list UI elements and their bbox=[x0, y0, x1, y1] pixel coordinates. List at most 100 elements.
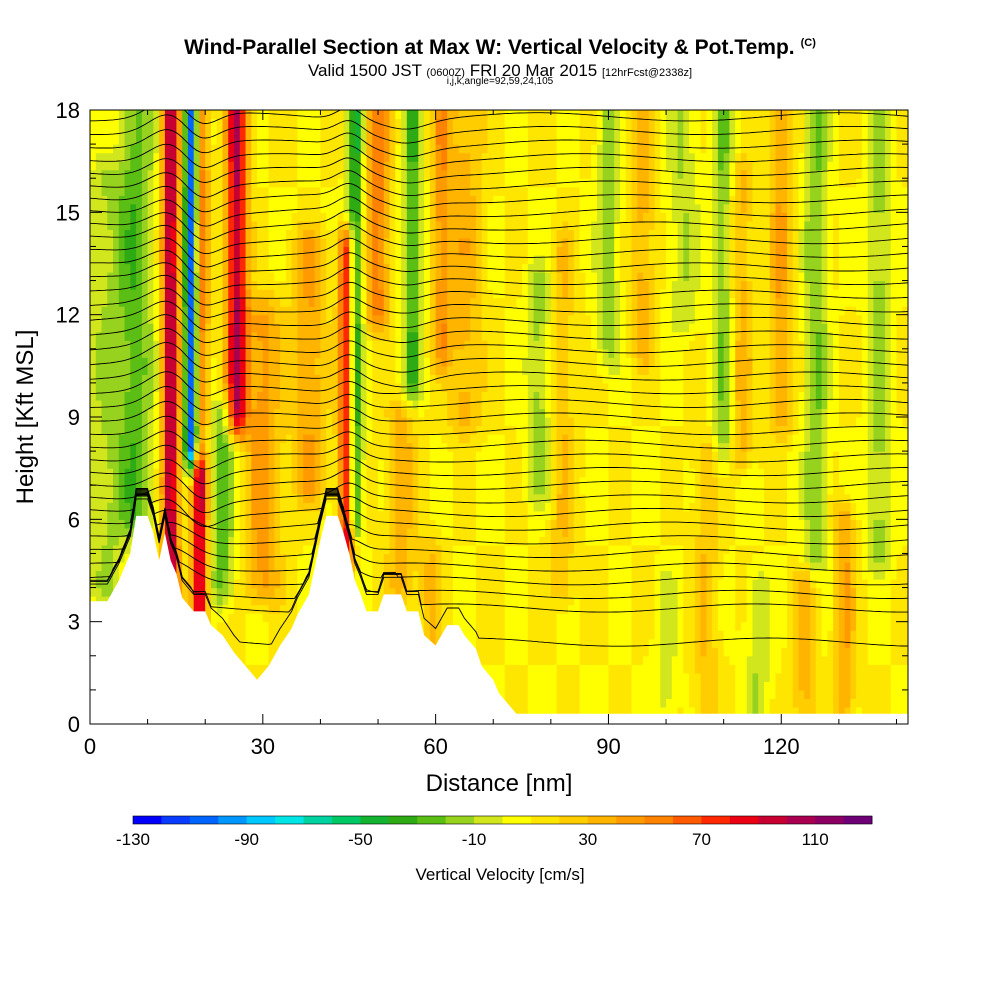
field-cell bbox=[320, 220, 327, 230]
field-cell bbox=[205, 195, 212, 205]
field-cell bbox=[331, 314, 339, 324]
field-cell bbox=[383, 374, 391, 384]
field-cell bbox=[210, 152, 218, 162]
field-cell bbox=[389, 434, 396, 444]
field-cell bbox=[193, 434, 201, 444]
field-cell bbox=[452, 579, 460, 589]
field-cell bbox=[228, 579, 235, 589]
field-cell bbox=[113, 468, 120, 478]
field-cell bbox=[118, 254, 126, 265]
field-cell bbox=[234, 587, 241, 597]
field-cell bbox=[447, 195, 454, 205]
field-cell bbox=[406, 391, 414, 401]
field-cell bbox=[199, 451, 206, 461]
field-cell bbox=[159, 144, 166, 154]
field-cell bbox=[481, 297, 489, 307]
field-cell bbox=[320, 144, 327, 154]
field-cell bbox=[401, 254, 408, 265]
field-cell bbox=[372, 169, 379, 179]
field-cell bbox=[210, 186, 218, 196]
field-cell bbox=[130, 374, 137, 384]
field-cell bbox=[251, 664, 258, 674]
field-cell bbox=[90, 254, 97, 265]
field-cell bbox=[285, 408, 293, 418]
field-cell bbox=[441, 596, 448, 606]
field-cell bbox=[193, 169, 201, 179]
field-cell bbox=[216, 425, 224, 435]
field-cell bbox=[176, 510, 183, 520]
field-cell bbox=[372, 374, 379, 384]
field-cell bbox=[314, 178, 322, 188]
field-cell bbox=[412, 280, 419, 290]
field-cell bbox=[95, 579, 103, 589]
field-cell bbox=[285, 118, 293, 128]
field-cell bbox=[164, 237, 172, 248]
field-cell bbox=[159, 161, 166, 171]
field-cell bbox=[354, 434, 362, 444]
field-cell bbox=[475, 254, 483, 265]
field-cell bbox=[441, 365, 448, 375]
field-cell bbox=[107, 152, 114, 162]
field-cell bbox=[303, 306, 310, 316]
field-cell bbox=[205, 502, 212, 512]
field-cell bbox=[199, 340, 206, 350]
field-cell bbox=[285, 220, 293, 230]
field-cell bbox=[464, 519, 471, 529]
field-cell bbox=[124, 331, 131, 341]
field-cell bbox=[372, 417, 379, 427]
field-cell bbox=[136, 434, 143, 444]
field-cell bbox=[395, 331, 402, 341]
field-cell bbox=[303, 110, 310, 120]
field-cell bbox=[113, 365, 120, 375]
field-cell bbox=[147, 118, 154, 128]
field-cell bbox=[441, 519, 448, 529]
field-cell bbox=[268, 613, 275, 623]
field-cell bbox=[297, 323, 304, 333]
field-cell bbox=[366, 246, 373, 256]
field-cell bbox=[481, 254, 489, 265]
field-cell bbox=[389, 527, 396, 537]
field-cell bbox=[320, 110, 327, 120]
field-cell bbox=[424, 451, 431, 461]
field-cell bbox=[257, 476, 264, 486]
field-cell bbox=[205, 186, 212, 196]
field-cell bbox=[360, 314, 368, 324]
field-cell bbox=[101, 502, 108, 512]
field-cell bbox=[101, 442, 108, 452]
field-cell bbox=[372, 212, 379, 222]
field-cell bbox=[95, 323, 103, 333]
field-cell bbox=[314, 442, 322, 452]
field-cell bbox=[441, 306, 448, 316]
field-cell bbox=[308, 254, 316, 265]
field-cell bbox=[470, 365, 477, 375]
field-cell bbox=[308, 417, 316, 427]
field-cell bbox=[176, 246, 183, 256]
field-cell bbox=[205, 579, 212, 589]
field-cell bbox=[239, 289, 247, 299]
field-cell bbox=[239, 476, 247, 486]
field-cell bbox=[118, 459, 126, 469]
field-cell bbox=[205, 536, 212, 546]
field-cell bbox=[113, 331, 120, 341]
field-cell bbox=[280, 374, 287, 384]
field-cell bbox=[130, 161, 137, 171]
field-cell bbox=[291, 314, 298, 324]
field-cell bbox=[245, 476, 252, 486]
field-cell bbox=[187, 493, 195, 503]
field-cell bbox=[216, 331, 224, 341]
field-cell bbox=[389, 323, 396, 333]
field-cell bbox=[239, 357, 247, 367]
field-cell bbox=[124, 519, 131, 529]
field-cell bbox=[193, 399, 201, 410]
field-cell bbox=[470, 306, 477, 316]
field-cell bbox=[372, 459, 379, 469]
field-cell bbox=[239, 127, 247, 137]
field-cell bbox=[176, 340, 183, 350]
field-cell bbox=[481, 323, 489, 333]
field-cell bbox=[331, 331, 339, 341]
field-cell bbox=[141, 374, 149, 384]
field-cell bbox=[210, 127, 218, 137]
field-cell bbox=[349, 118, 356, 128]
field-cell bbox=[464, 527, 471, 537]
field-cell bbox=[395, 476, 402, 486]
